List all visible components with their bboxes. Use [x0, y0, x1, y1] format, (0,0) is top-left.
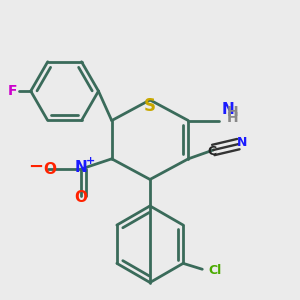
Text: H: H — [227, 105, 239, 119]
Text: O: O — [74, 190, 87, 205]
Text: N: N — [74, 160, 87, 175]
Text: N: N — [237, 136, 247, 149]
Text: N: N — [221, 102, 234, 117]
Text: −: − — [28, 158, 44, 176]
Text: F: F — [8, 84, 17, 98]
Text: H: H — [227, 111, 239, 125]
Text: S: S — [144, 98, 156, 116]
Text: C: C — [207, 145, 216, 158]
Text: O: O — [44, 162, 56, 177]
Text: Cl: Cl — [208, 264, 221, 277]
Text: +: + — [86, 156, 95, 166]
